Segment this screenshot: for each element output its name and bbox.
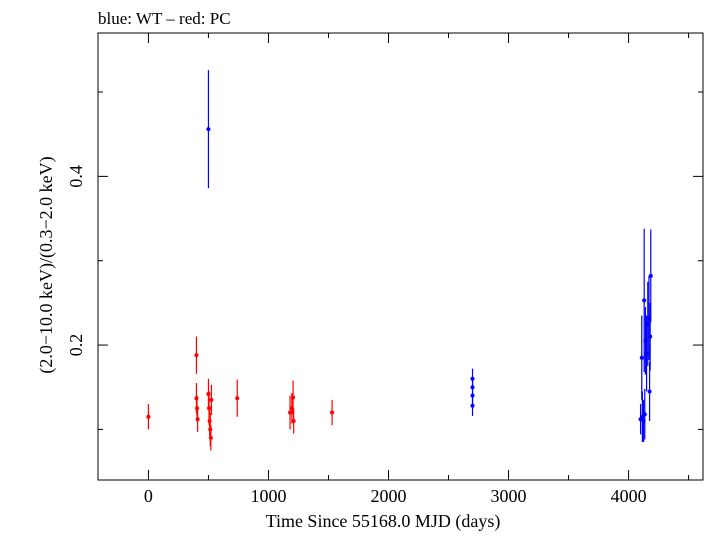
data-point [291, 418, 296, 423]
data-point [288, 410, 293, 415]
x-tick-label: 1000 [250, 486, 286, 506]
data-point [194, 396, 199, 401]
data-point [648, 273, 653, 278]
x-tick-label: 3000 [491, 486, 527, 506]
x-tick-label: 2000 [370, 486, 406, 506]
data-point [470, 403, 475, 408]
axis-group: 0 1000 2000 3000 4000 0.2 0.4 [66, 33, 703, 506]
data-point [642, 298, 647, 303]
data-point [194, 353, 199, 358]
data-point [648, 334, 653, 339]
data-point [208, 427, 213, 432]
data-point [209, 397, 214, 402]
x-tick-label: 4000 [611, 486, 647, 506]
chart-title: blue: WT – red: PC [98, 9, 231, 28]
data-point [291, 395, 296, 400]
data-point [639, 355, 644, 360]
data-group [146, 70, 653, 451]
data-point [195, 417, 200, 422]
x-axis-label: Time Since 55168.0 MJD (days) [266, 511, 501, 532]
data-point [330, 410, 335, 415]
data-point [642, 412, 647, 417]
data-point [146, 414, 151, 419]
data-point [647, 389, 652, 394]
data-point [206, 127, 211, 132]
y-tick-label: 0.4 [66, 165, 86, 188]
data-point [207, 406, 212, 411]
data-point [207, 418, 212, 423]
x-tick-label: 0 [144, 486, 153, 506]
series-pc [146, 336, 335, 451]
data-point [235, 396, 240, 401]
series-wt [206, 70, 653, 443]
data-point [195, 406, 200, 411]
y-tick-label: 0.2 [66, 334, 86, 357]
data-point [206, 391, 211, 396]
plot-frame [97, 32, 704, 481]
data-point [208, 435, 213, 440]
y-axis-label: (2.0−10.0 keV)/(0.3−2.0 keV) [36, 156, 57, 373]
